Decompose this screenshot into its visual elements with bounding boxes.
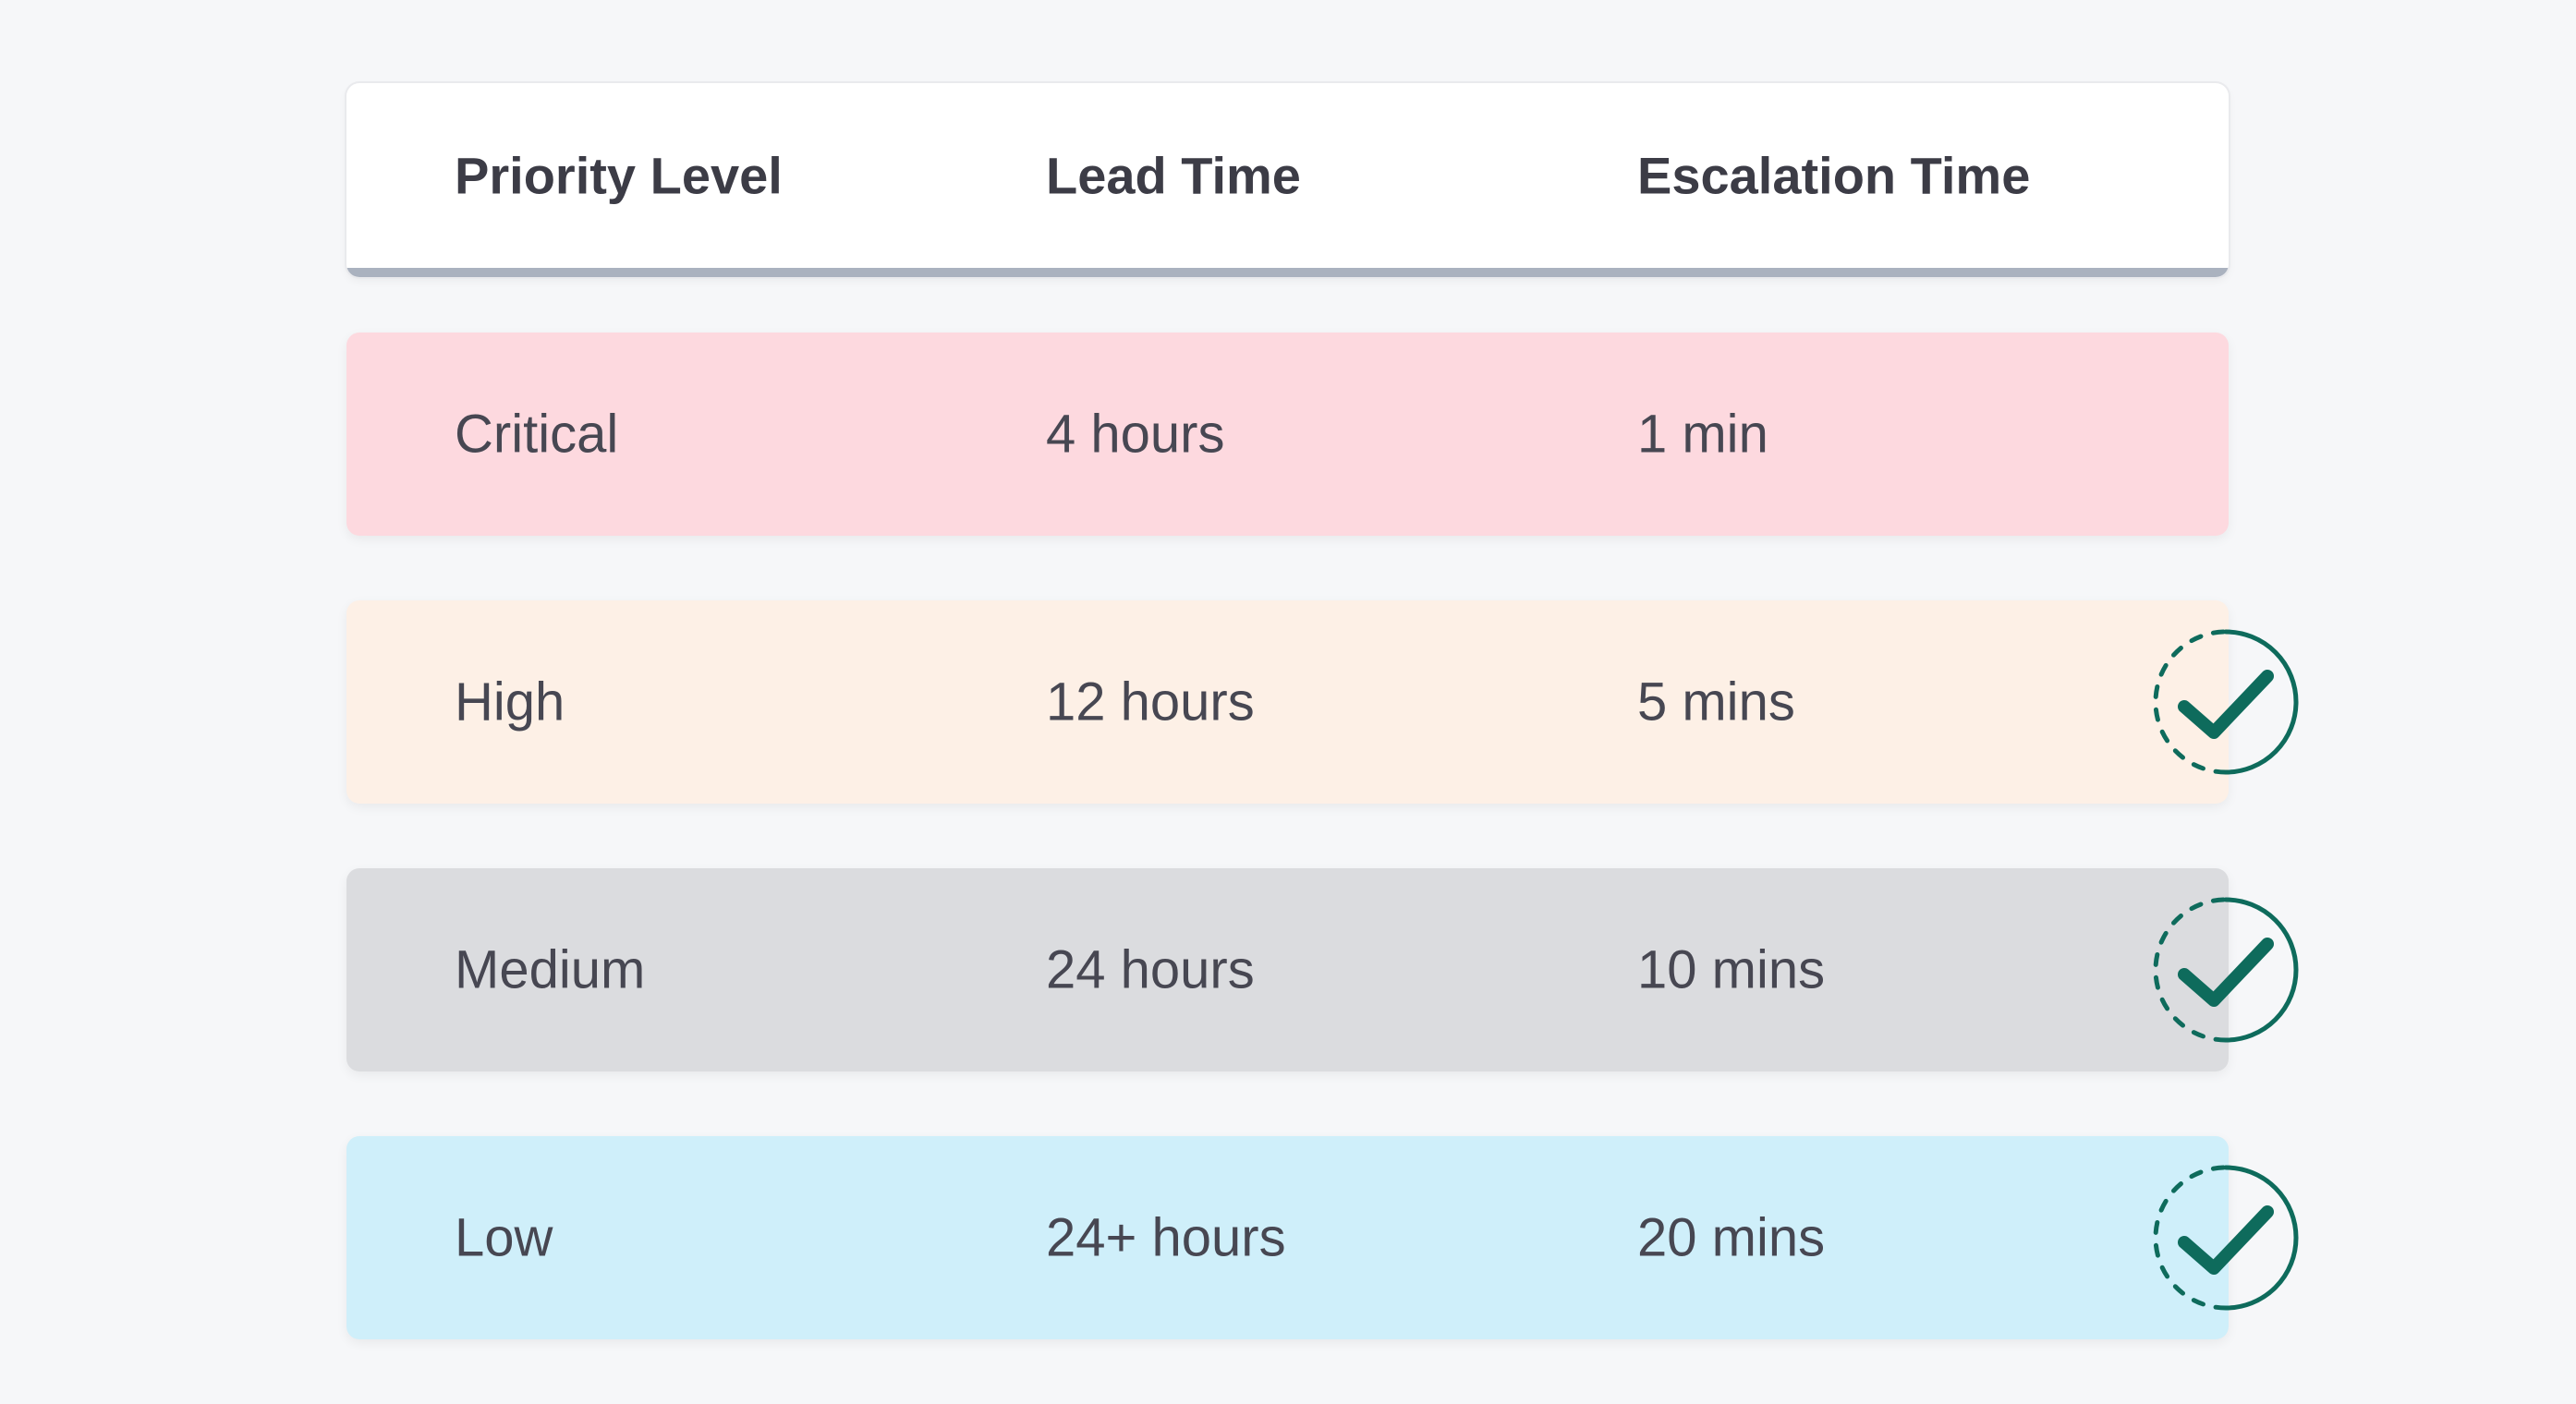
lead-time-cell: 12 hours: [1046, 672, 1255, 732]
priority-cell: Critical: [455, 404, 619, 465]
check-circle-icon: [2149, 625, 2303, 779]
lead-time-cell: 24+ hours: [1046, 1207, 1286, 1268]
lead-time-cell: 24 hours: [1046, 939, 1255, 1000]
escalation-time-cell: 20 mins: [1637, 1207, 1826, 1268]
header-lead-time: Lead Time: [1046, 146, 1301, 205]
table-row-critical: Critical 4 hours 1 min: [346, 333, 2229, 536]
table-row-medium: Medium 24 hours 10 mins: [346, 868, 2299, 1071]
check-circle-icon: [2149, 1161, 2303, 1314]
header-escalation-time: Escalation Time: [1637, 146, 2031, 205]
priority-table: Priority Level Lead Time Escalation Time…: [346, 83, 2299, 1339]
priority-cell: High: [455, 672, 565, 732]
check-circle-icon: [2149, 893, 2303, 1047]
priority-cell: Medium: [455, 939, 646, 1000]
header-priority-level: Priority Level: [455, 146, 783, 205]
table-row-high: High 12 hours 5 mins: [346, 600, 2299, 804]
escalation-time-cell: 10 mins: [1637, 939, 1826, 1000]
priority-cell: Low: [455, 1207, 553, 1268]
lead-time-cell: 4 hours: [1046, 404, 1225, 465]
escalation-time-cell: 1 min: [1637, 404, 1768, 465]
table-header: Priority Level Lead Time Escalation Time: [346, 83, 2229, 277]
table-row-low: Low 24+ hours 20 mins: [346, 1136, 2299, 1339]
escalation-time-cell: 5 mins: [1637, 672, 1795, 732]
